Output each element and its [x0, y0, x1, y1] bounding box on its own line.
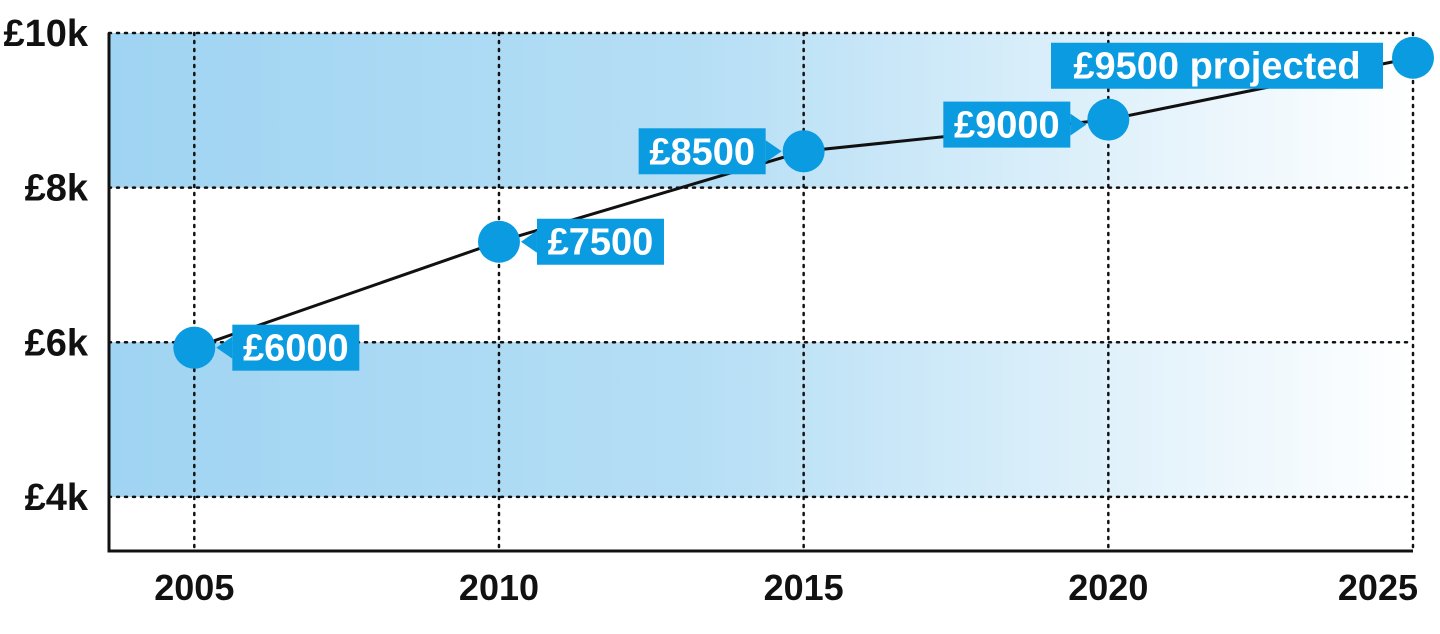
x-tick-label: 2020 [1068, 567, 1148, 608]
data-label-box [638, 128, 766, 175]
shaded-bands [109, 33, 1413, 497]
data-label-pointer [216, 336, 233, 359]
axes [107, 33, 1413, 553]
data-label-box [1051, 42, 1383, 89]
data-label-text: £9000 [954, 105, 1060, 147]
data-label-text: £7500 [548, 222, 654, 264]
y-axis-ticks: £10k £8k £6k £4k [3, 13, 88, 519]
data-label-text: £9500 projected [1073, 46, 1360, 88]
data-label: £7500 [520, 218, 664, 265]
data-point-marker [1392, 36, 1434, 79]
data-label-box [232, 324, 360, 371]
data-label-text: £8500 [649, 131, 755, 173]
x-tick-label: 2010 [459, 567, 539, 608]
data-label-pointer [520, 230, 537, 253]
data-label-pointer [1070, 113, 1087, 136]
x-tick-label: 2015 [764, 567, 844, 608]
x-axis-ticks: 2005 2010 2015 2020 2025 [154, 567, 1418, 608]
data-label-pointer [765, 140, 782, 163]
data-label-text: £6000 [243, 328, 349, 370]
data-label: £8500 [638, 128, 782, 175]
data-point-marker [782, 130, 825, 173]
data-label-box [943, 101, 1071, 148]
y-tick-label: £4k [25, 477, 89, 519]
data-point-marker [173, 326, 216, 369]
x-tick-label: 2025 [1338, 567, 1418, 608]
data-labels: £6000 £7500 £8500 £9000 £9500 projected [216, 42, 1383, 371]
data-markers [173, 36, 1434, 369]
y-tick-label: £8k [25, 168, 89, 210]
y-tick-label: £6k [25, 322, 89, 364]
data-label-box [536, 218, 664, 265]
data-label: £6000 [216, 324, 360, 371]
y-tick-label: £10k [3, 13, 88, 55]
data-point-marker [1087, 98, 1130, 141]
data-point-marker [477, 220, 520, 263]
x-tick-label: 2005 [154, 567, 234, 608]
data-label: £9500 projected [1051, 42, 1383, 89]
data-label: £9000 [943, 101, 1087, 148]
